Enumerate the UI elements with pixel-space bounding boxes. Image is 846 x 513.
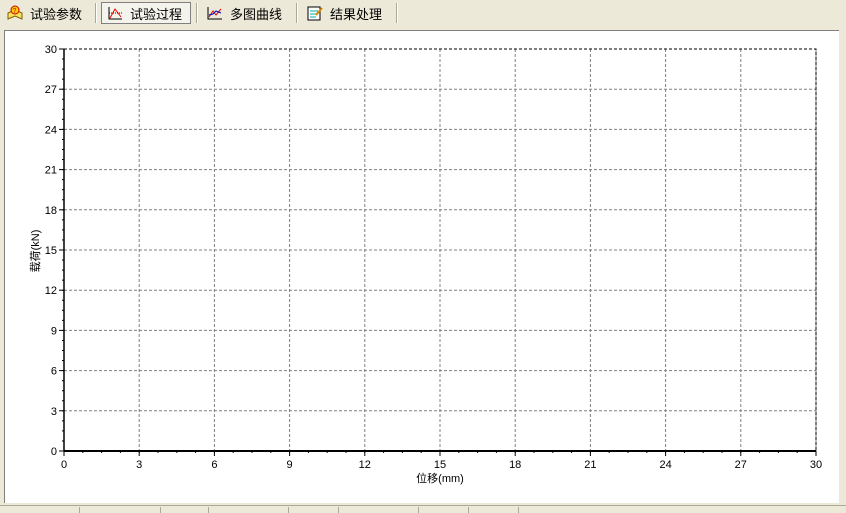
tab-label: 结果处理 xyxy=(330,7,383,23)
y-tick-label: 30 xyxy=(45,44,57,56)
y-tick-label: 9 xyxy=(51,325,57,337)
grid xyxy=(63,48,817,452)
toolbar: ? 试验参数 试验过程 多图曲线 结果处理 xyxy=(0,0,846,28)
y-tick-label: 3 xyxy=(51,406,57,418)
tab-result-processing[interactable]: 结果处理 xyxy=(302,2,392,24)
ticks xyxy=(59,48,817,456)
result-notepad-icon xyxy=(307,6,323,21)
svg-text:?: ? xyxy=(13,8,17,15)
tab-label: 试验过程 xyxy=(130,7,183,23)
y-tick-label: 21 xyxy=(45,165,57,177)
x-tick-label: 15 xyxy=(434,459,446,471)
tab-multi-curve[interactable]: 多图曲线 xyxy=(202,2,292,24)
chart: 0 3 6 9 12 15 18 21 24 27 30 0 3 6 9 12 15 18 21 24 27 30 位移(… xyxy=(29,44,822,485)
x-tick-label: 24 xyxy=(659,459,671,471)
chart-panel: 0 3 6 9 12 15 18 21 24 27 30 0 3 6 9 12 15 18 21 24 27 30 位移(… xyxy=(4,30,839,503)
tab-test-process[interactable]: 试验过程 xyxy=(101,2,191,24)
tab-label: 试验参数 xyxy=(30,7,83,23)
y-tick-label: 18 xyxy=(45,205,57,217)
y-tick-label: 0 xyxy=(51,446,57,458)
y-tick-label: 6 xyxy=(51,366,57,378)
y-axis-label: 载荷(kN) xyxy=(29,230,42,273)
status-bar xyxy=(0,505,846,513)
chart-process-icon xyxy=(108,7,122,20)
x-tick-label: 9 xyxy=(287,459,293,471)
y-tick-label: 27 xyxy=(45,84,57,96)
tick-labels: 0 3 6 9 12 15 18 21 24 27 30 0 3 6 9 12 15 18 21 24 27 30 xyxy=(45,44,822,471)
y-tick-label: 24 xyxy=(45,124,57,136)
y-tick-label: 12 xyxy=(45,285,57,297)
x-tick-label: 3 xyxy=(136,459,142,471)
help-book-icon: ? xyxy=(7,5,23,20)
x-tick-label: 12 xyxy=(359,459,371,471)
x-tick-label: 21 xyxy=(584,459,596,471)
tab-test-parameters[interactable]: ? 试验参数 xyxy=(2,2,90,24)
x-tick-label: 18 xyxy=(509,459,521,471)
multi-curve-icon xyxy=(207,7,222,20)
x-axis-label: 位移(mm) xyxy=(416,471,464,485)
x-tick-label: 6 xyxy=(211,459,217,471)
x-tick-label: 27 xyxy=(735,459,747,471)
x-tick-label: 0 xyxy=(61,459,67,471)
tab-label: 多图曲线 xyxy=(230,7,283,23)
y-tick-label: 15 xyxy=(45,245,57,257)
x-tick-label: 30 xyxy=(810,459,822,471)
